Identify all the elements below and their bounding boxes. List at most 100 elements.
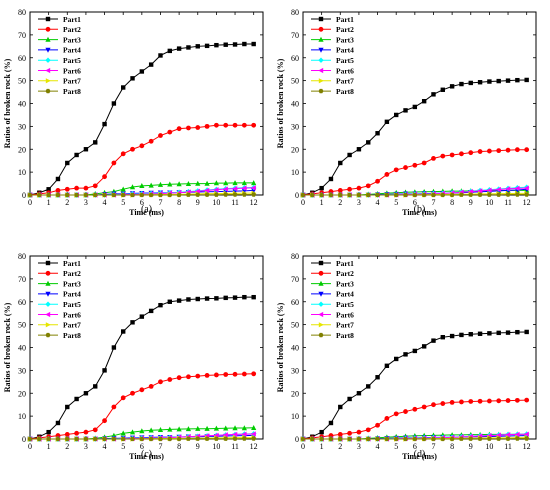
data-point [356, 147, 362, 152]
x-tick-label: 7 [158, 198, 162, 207]
data-point [440, 87, 445, 92]
data-point [102, 436, 108, 442]
data-point [496, 398, 502, 404]
data-point [365, 183, 371, 189]
data-point [148, 308, 154, 314]
x-tick-label: 7 [431, 442, 435, 451]
legend-marker [318, 88, 324, 94]
legend-entry: Part6 [336, 66, 354, 75]
data-point [74, 185, 79, 191]
data-point [394, 112, 399, 118]
data-point [487, 331, 492, 336]
data-point [195, 425, 201, 431]
data-point [120, 151, 126, 157]
data-point [421, 404, 427, 410]
data-point [167, 426, 173, 432]
data-point [185, 436, 191, 441]
legend-marker [45, 311, 51, 318]
data-point [505, 330, 511, 335]
x-axis-label: Time (ms) [129, 208, 164, 217]
data-point [393, 436, 399, 442]
data-point [477, 436, 483, 441]
data-point [449, 152, 455, 158]
y-tick-label: 40 [291, 344, 299, 353]
data-point [176, 375, 182, 381]
data-point [524, 77, 529, 83]
x-tick-label: 1 [320, 442, 324, 451]
x-tick-label: 2 [338, 198, 342, 207]
x-tick-label: 9 [469, 198, 473, 207]
data-point [185, 180, 192, 186]
data-point [251, 180, 257, 186]
data-point [356, 436, 362, 442]
y-tick-label: 60 [291, 298, 299, 307]
data-point [403, 192, 409, 198]
y-tick-label: 80 [291, 8, 299, 17]
data-point [158, 379, 163, 385]
x-tick-label: 11 [504, 198, 512, 207]
legend-marker [45, 47, 51, 53]
data-point [328, 420, 334, 426]
data-point [477, 331, 483, 336]
legend-entry: Part8 [336, 87, 354, 96]
data-point [195, 192, 201, 197]
data-point [27, 436, 33, 442]
data-point [213, 187, 219, 193]
x-tick-label: 1 [320, 198, 324, 207]
data-point [365, 427, 371, 433]
data-point [232, 371, 238, 377]
x-tick-label: 10 [485, 442, 493, 451]
x-tick-label: 9 [196, 442, 200, 451]
data-point [214, 122, 219, 128]
y-tick-label: 30 [291, 122, 299, 131]
data-point [241, 122, 247, 128]
data-point [403, 165, 408, 170]
data-point [195, 125, 201, 130]
data-point [440, 436, 446, 442]
data-point [65, 404, 70, 410]
data-point [505, 432, 511, 438]
data-point [139, 69, 145, 74]
data-point [338, 404, 343, 410]
data-point [468, 80, 473, 86]
data-point [102, 368, 107, 373]
data-point [148, 62, 154, 67]
data-point [64, 192, 70, 198]
data-point [46, 187, 51, 192]
series-part1 [27, 294, 256, 442]
data-point [523, 185, 529, 191]
data-point [186, 297, 191, 302]
data-point [83, 147, 89, 152]
legend-entry: Part7 [63, 321, 81, 330]
data-point [459, 81, 464, 87]
data-point [477, 149, 483, 154]
data-point [365, 192, 371, 198]
data-point [204, 296, 210, 301]
data-point [487, 79, 492, 84]
data-point [375, 436, 381, 442]
x-tick-label: 11 [231, 442, 239, 451]
data-point [412, 436, 418, 442]
legend-entry: Part4 [336, 46, 354, 55]
data-point [121, 85, 126, 90]
data-point [250, 431, 256, 437]
data-point [505, 186, 511, 192]
data-point [157, 427, 164, 433]
data-point [524, 397, 530, 403]
x-tick-label: 11 [504, 442, 512, 451]
x-tick-label: 3 [357, 442, 361, 451]
data-point [148, 138, 154, 144]
y-tick-label: 20 [291, 145, 299, 154]
data-point [458, 192, 464, 197]
data-point [241, 192, 247, 197]
data-point [393, 411, 399, 417]
data-point [223, 436, 229, 441]
data-point [347, 152, 352, 158]
data-point [431, 402, 436, 408]
y-tick-label: 30 [18, 366, 26, 375]
data-point [55, 176, 61, 182]
legend-marker [45, 26, 51, 32]
